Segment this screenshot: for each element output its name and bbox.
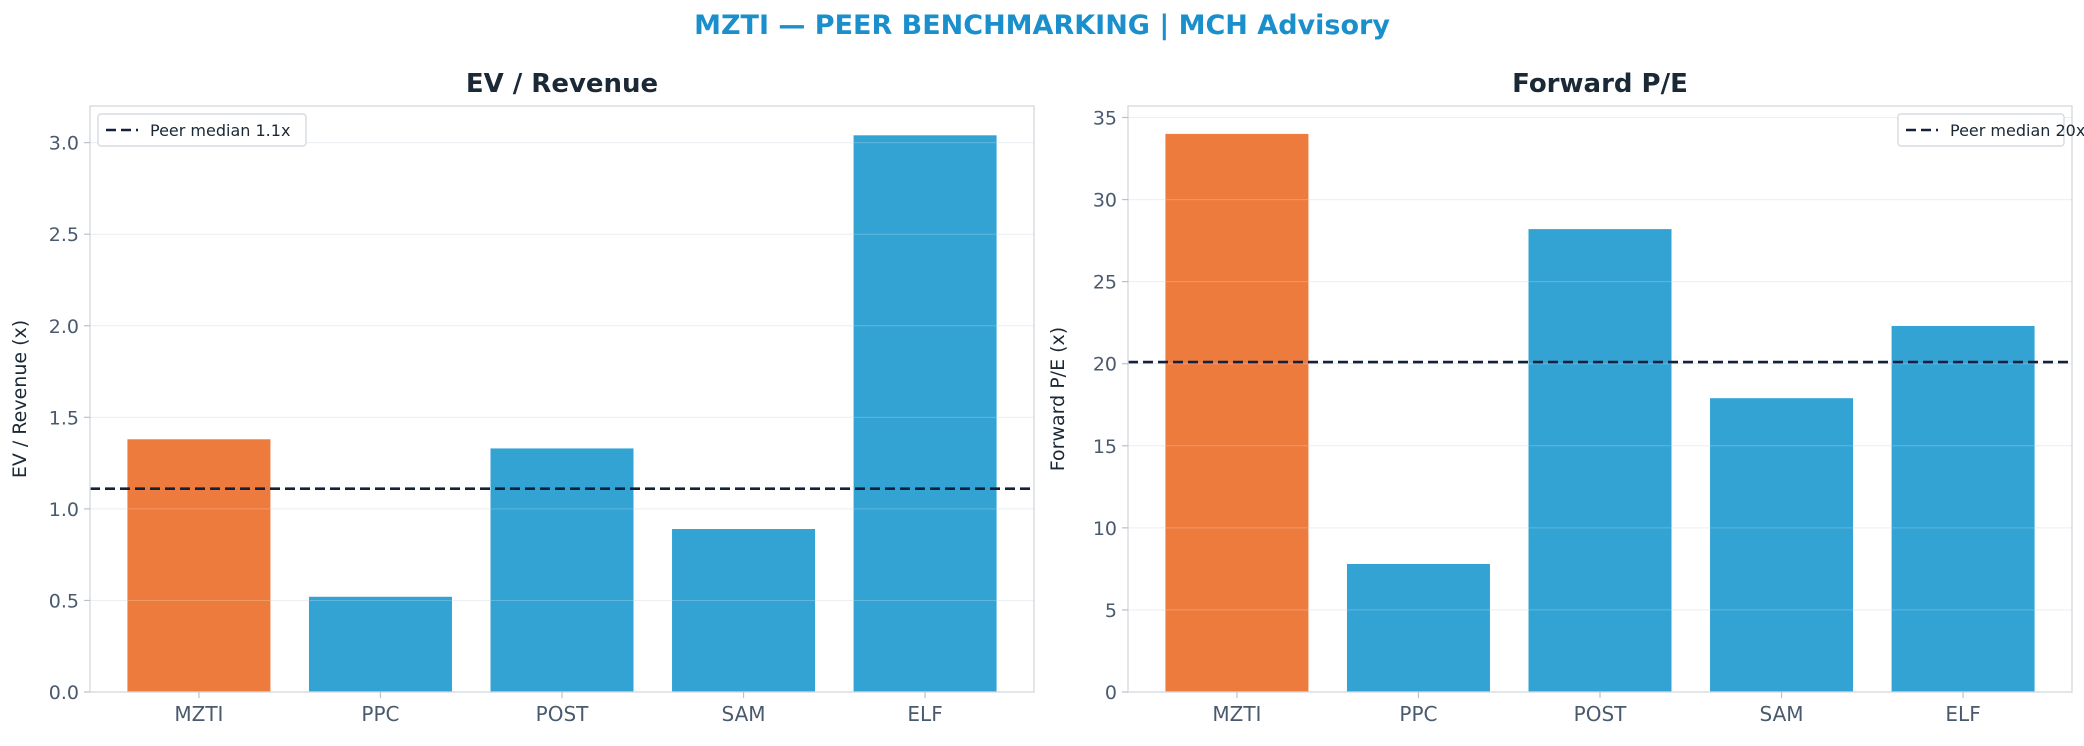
bar-post: [1528, 229, 1672, 692]
y-tick-label: 2.5: [49, 224, 79, 246]
y-tick-label: 20: [1093, 354, 1117, 376]
bar-sam: [672, 529, 816, 692]
panel-title: Forward P/E: [1512, 69, 1688, 99]
legend-box: [97, 113, 307, 147]
y-tick-label: 10: [1093, 518, 1117, 540]
x-tick-label-mzti: MZTI: [174, 702, 223, 726]
bar-ppc: [1346, 563, 1490, 692]
bar-elf: [1891, 325, 2035, 692]
legend-box: [1897, 113, 2065, 147]
x-tick-label-elf: ELF: [1945, 702, 1980, 726]
x-tick-label-post: POST: [1574, 702, 1627, 726]
bar-ppc: [308, 596, 452, 692]
y-axis-label: EV / Revenue (x): [9, 320, 31, 478]
y-tick-label: 25: [1093, 272, 1117, 294]
x-tick-label-ppc: PPC: [361, 702, 399, 726]
y-tick-label: 3.0: [49, 133, 79, 155]
y-tick-label: 1.0: [49, 499, 79, 521]
bar-mzti: [1165, 133, 1309, 692]
bar-sam: [1710, 398, 1854, 692]
chart-panel-1: 0.0 0.5 1.0 1.5 2.0 2.5 3.0 MZTI PPC POST SAM ELF EV…: [9, 69, 1035, 726]
y-tick-label: 1.5: [49, 407, 79, 429]
y-tick-label: 30: [1093, 190, 1117, 212]
bar-post: [490, 448, 634, 692]
x-tick-label-sam: SAM: [1760, 702, 1804, 726]
legend: Peer median 1.1x: [97, 113, 307, 147]
bar-elf: [853, 135, 997, 693]
x-tick-label-ppc: PPC: [1399, 702, 1437, 726]
y-tick-label: 15: [1093, 436, 1117, 458]
x-tick-label-post: POST: [536, 702, 589, 726]
chart-panel-2: 0 5 10 15 20 25 30 35 MZTI PPC POST SAM ELF Forward P…: [1047, 69, 2084, 726]
y-axis-label: Forward P/E (x): [1047, 327, 1069, 471]
panel-title: EV / Revenue: [466, 69, 658, 99]
legend-label: Peer median 20x: [1950, 121, 2084, 140]
legend-label: Peer median 1.1x: [150, 121, 290, 140]
x-tick-label-elf: ELF: [907, 702, 942, 726]
figure-title: MZTI — PEER BENCHMARKING | MCH Advisory: [694, 10, 1390, 41]
bar-mzti: [127, 439, 271, 692]
y-tick-label: 0.0: [49, 682, 79, 704]
y-tick-label: 35: [1093, 107, 1117, 129]
x-tick-label-mzti: MZTI: [1212, 702, 1261, 726]
y-tick-label: 0: [1105, 682, 1117, 704]
x-tick-label-sam: SAM: [722, 702, 766, 726]
y-tick-label: 2.0: [49, 316, 79, 338]
y-tick-label: 0.5: [49, 590, 79, 612]
y-tick-label: 5: [1105, 600, 1117, 622]
legend: Peer median 20x: [1897, 113, 2084, 147]
